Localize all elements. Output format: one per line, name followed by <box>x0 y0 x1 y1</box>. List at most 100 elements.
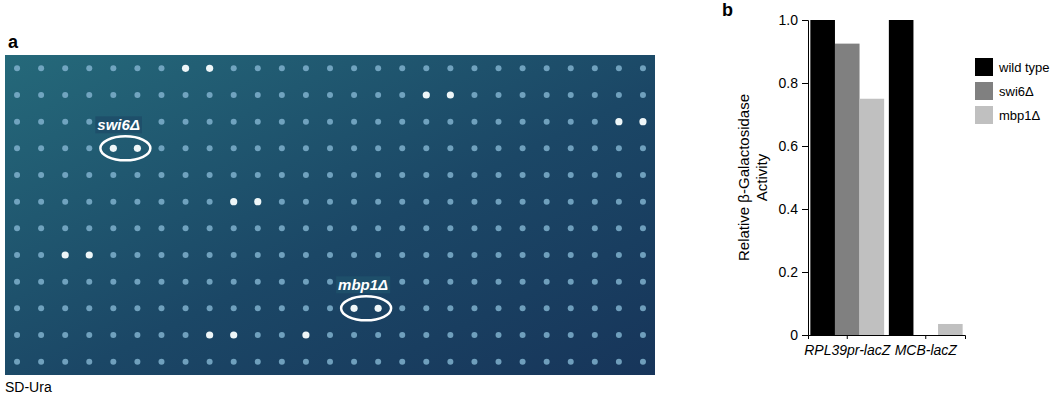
colony <box>399 92 405 98</box>
colony <box>351 225 357 231</box>
colony <box>183 252 189 258</box>
x-tick-mark <box>847 335 848 339</box>
colony <box>375 65 381 71</box>
colony <box>183 199 189 205</box>
y-tick-mark <box>802 20 808 21</box>
x-tick: MCB-lacZ <box>895 335 958 358</box>
colony <box>375 119 381 125</box>
colony <box>375 92 381 98</box>
x-axis: RPL39pr-lacZMCB-lacZ <box>804 335 965 358</box>
colony <box>279 119 285 125</box>
colony <box>351 92 357 98</box>
colony <box>279 279 285 285</box>
colony <box>375 225 381 231</box>
panel-label: a <box>8 32 19 52</box>
colony <box>134 279 140 285</box>
colony <box>206 65 213 72</box>
colony <box>38 252 44 258</box>
y-axis: 00.20.40.60.81.0 <box>779 12 809 343</box>
colony <box>496 65 502 71</box>
colony <box>279 172 285 178</box>
colony <box>182 65 189 72</box>
colony <box>592 92 598 98</box>
y-tick-label: 0.8 <box>779 75 799 91</box>
colony <box>327 332 333 338</box>
colony <box>327 65 333 71</box>
colony <box>327 145 333 151</box>
y-tick-label: 0.6 <box>779 138 799 154</box>
colony <box>38 225 44 231</box>
colony <box>279 65 285 71</box>
colony <box>423 145 429 151</box>
colony <box>303 199 309 205</box>
colony <box>134 92 140 98</box>
y-tick-label: 0 <box>790 327 798 343</box>
colony <box>303 305 309 311</box>
colony <box>158 225 164 231</box>
colony <box>423 252 429 258</box>
colony <box>207 279 213 285</box>
colony <box>471 145 477 151</box>
colony <box>351 359 357 365</box>
colony <box>255 359 261 365</box>
colony <box>158 332 164 338</box>
y-axis-line <box>802 21 809 336</box>
colony <box>279 225 285 231</box>
colony <box>254 198 261 205</box>
colony <box>231 305 237 311</box>
colony <box>640 172 646 178</box>
colony <box>616 279 622 285</box>
colony <box>279 359 285 365</box>
y-axis-title-line: Relative β-Galactosidase <box>735 94 752 261</box>
bar <box>835 44 860 335</box>
colony <box>375 332 381 338</box>
colony <box>134 145 141 152</box>
colony <box>496 305 502 311</box>
y-tick-mark <box>802 209 808 210</box>
colony <box>158 199 164 205</box>
colony <box>231 65 237 71</box>
colony <box>471 199 477 205</box>
colony <box>231 119 237 125</box>
colony <box>110 225 116 231</box>
colony <box>568 199 574 205</box>
colony <box>110 65 116 71</box>
bar <box>889 20 914 335</box>
colony <box>327 252 333 258</box>
colony <box>496 225 502 231</box>
y-axis-title-line: Activity <box>753 153 770 201</box>
colony <box>327 225 333 231</box>
colony <box>447 332 453 338</box>
colony <box>86 305 92 311</box>
colony <box>496 145 502 151</box>
colony <box>496 359 502 365</box>
colony <box>520 252 526 258</box>
colony <box>183 119 189 125</box>
colony <box>520 199 526 205</box>
colony <box>447 91 454 98</box>
colony <box>640 225 646 231</box>
colony <box>399 332 405 338</box>
colony <box>568 65 574 71</box>
colony <box>207 145 213 151</box>
colony <box>255 332 261 338</box>
colony <box>207 199 213 205</box>
colony <box>38 359 44 365</box>
colony <box>568 225 574 231</box>
y-tick-mark <box>802 272 808 273</box>
colony <box>616 332 622 338</box>
colony <box>14 199 20 205</box>
colony <box>615 118 622 125</box>
colony <box>496 92 502 98</box>
colony <box>447 305 453 311</box>
colony <box>471 119 477 125</box>
colony <box>279 332 285 338</box>
colony <box>399 65 405 71</box>
colony <box>134 359 140 365</box>
colony <box>86 332 92 338</box>
colony <box>62 199 68 205</box>
colony <box>62 172 68 178</box>
x-tick-label: RPL39pr-lacZ <box>804 342 891 358</box>
caption: SD-Ura <box>5 379 52 395</box>
colony <box>86 279 92 285</box>
